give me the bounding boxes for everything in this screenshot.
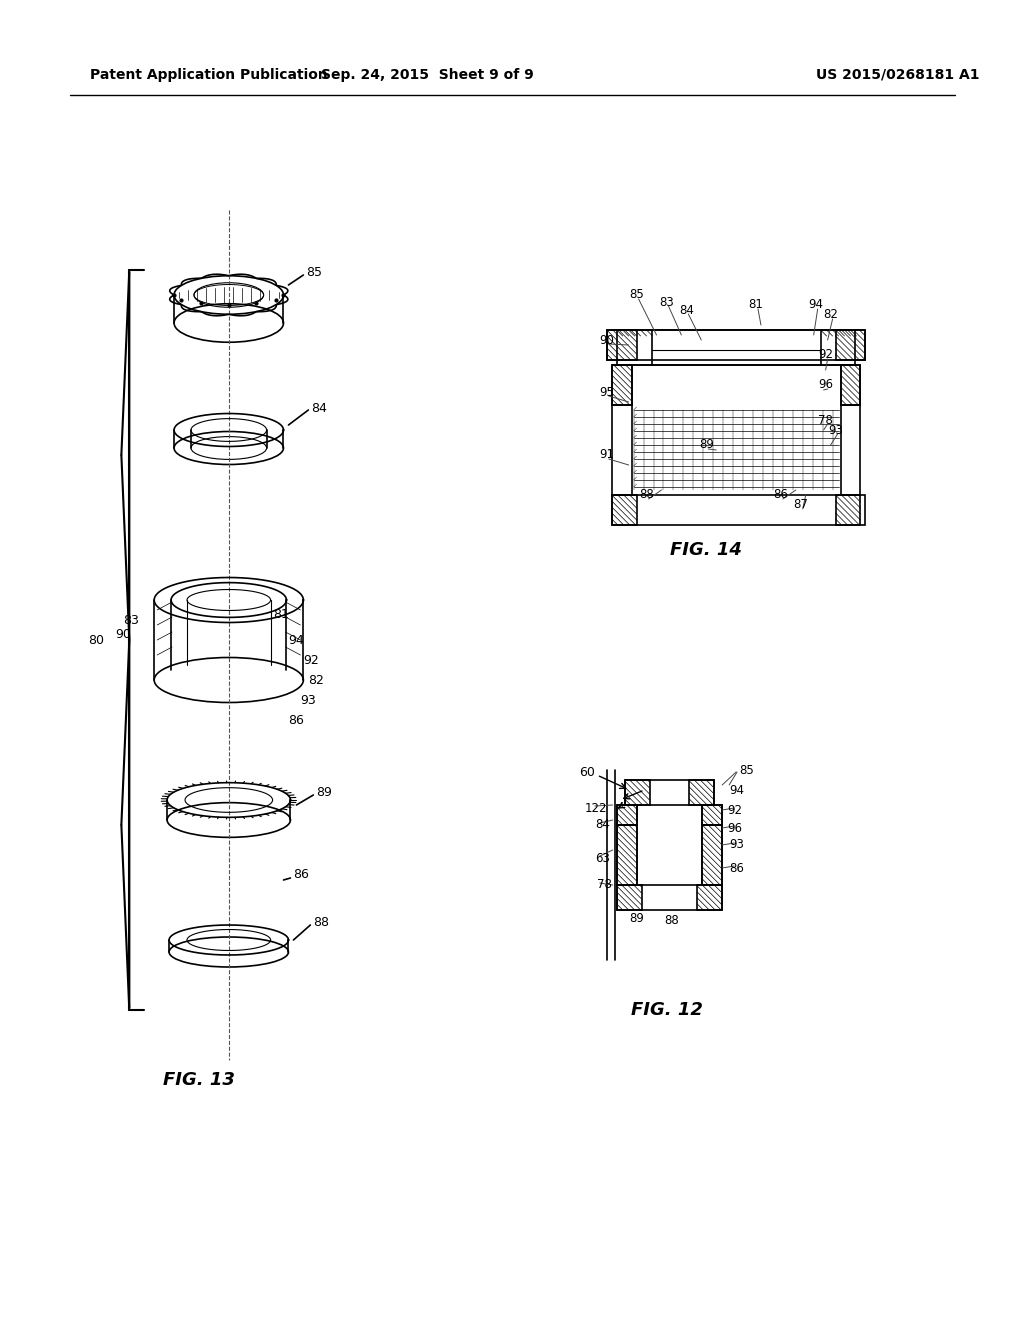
Bar: [607, 330, 637, 360]
Text: Sep. 24, 2015  Sheet 9 of 9: Sep. 24, 2015 Sheet 9 of 9: [322, 69, 535, 82]
Bar: [702, 805, 722, 825]
Text: 94: 94: [289, 634, 304, 647]
Text: 93: 93: [828, 424, 843, 437]
Text: 89: 89: [698, 438, 714, 451]
Text: 94: 94: [729, 784, 744, 796]
Text: 88: 88: [313, 916, 330, 928]
Bar: [616, 884, 722, 909]
Text: 82: 82: [308, 673, 325, 686]
Text: 81: 81: [273, 609, 290, 622]
Text: 84: 84: [311, 401, 328, 414]
Text: 80: 80: [88, 634, 104, 647]
Bar: [616, 805, 637, 825]
Bar: [702, 825, 722, 884]
Text: FIG. 12: FIG. 12: [631, 1001, 702, 1019]
Text: 88: 88: [639, 488, 654, 502]
Bar: [616, 805, 637, 825]
Bar: [702, 805, 722, 825]
Text: 94: 94: [808, 298, 823, 312]
Text: 86: 86: [289, 714, 304, 726]
Bar: [616, 884, 642, 909]
Bar: [611, 495, 865, 525]
Bar: [689, 780, 714, 805]
Text: 92: 92: [727, 804, 742, 817]
Bar: [625, 780, 649, 805]
Bar: [616, 825, 637, 884]
Text: 85: 85: [630, 289, 644, 301]
Text: 89: 89: [630, 912, 644, 924]
Text: 81: 81: [749, 298, 764, 312]
Bar: [625, 780, 714, 805]
Text: 78: 78: [597, 879, 611, 891]
Bar: [836, 330, 865, 360]
Bar: [841, 366, 860, 405]
Text: 87: 87: [794, 499, 808, 511]
Text: FIG. 14: FIG. 14: [671, 541, 742, 558]
Bar: [607, 330, 865, 360]
Text: 93: 93: [729, 838, 744, 851]
Bar: [697, 884, 722, 909]
Text: 91: 91: [599, 449, 614, 462]
Bar: [836, 495, 860, 525]
Text: 83: 83: [123, 614, 139, 627]
Text: 86: 86: [294, 869, 309, 882]
Text: 90: 90: [599, 334, 614, 346]
Text: 92: 92: [303, 653, 319, 667]
Text: 84: 84: [595, 818, 609, 832]
Bar: [611, 495, 637, 525]
Text: 85: 85: [739, 763, 754, 776]
Text: 63: 63: [595, 851, 609, 865]
Text: 122: 122: [585, 801, 607, 814]
Text: 86: 86: [729, 862, 744, 874]
Bar: [841, 366, 860, 405]
Text: 60: 60: [579, 767, 595, 780]
Text: US 2015/0268181 A1: US 2015/0268181 A1: [816, 69, 979, 82]
Text: 82: 82: [823, 309, 838, 322]
Text: 93: 93: [300, 693, 316, 706]
Text: 96: 96: [818, 379, 834, 392]
Text: 96: 96: [727, 821, 742, 834]
Text: 86: 86: [773, 488, 788, 502]
Text: 92: 92: [818, 348, 834, 362]
Bar: [611, 366, 632, 405]
Text: 83: 83: [659, 296, 674, 309]
Text: 90: 90: [116, 628, 131, 642]
Text: Patent Application Publication: Patent Application Publication: [89, 69, 328, 82]
Text: 84: 84: [679, 304, 694, 317]
Bar: [616, 825, 637, 884]
Bar: [616, 330, 855, 366]
Bar: [841, 405, 860, 495]
Text: FIG. 13: FIG. 13: [163, 1071, 234, 1089]
Text: 95: 95: [599, 385, 614, 399]
Text: 88: 88: [665, 913, 679, 927]
Bar: [702, 825, 722, 884]
Bar: [611, 366, 632, 405]
Text: 89: 89: [316, 785, 332, 799]
Bar: [611, 405, 632, 495]
Text: 78: 78: [818, 413, 834, 426]
Text: 85: 85: [306, 267, 323, 280]
